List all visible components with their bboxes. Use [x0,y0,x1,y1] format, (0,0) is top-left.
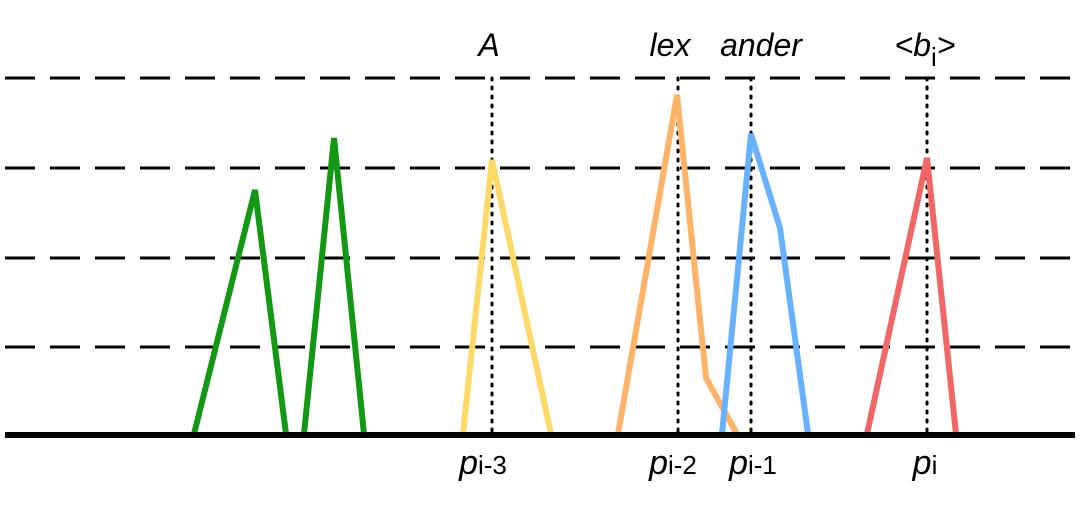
position-label-main: p [458,444,478,482]
token-label-a: A [476,27,499,63]
green-peak-2 [301,137,367,435]
token-label-bi-sub: i [931,42,937,72]
green-peak-1 [191,189,289,435]
token-label-ander: ander [720,27,803,63]
token-label-lex: lex [650,27,692,63]
position-label-p-i-3: pi-3 [458,444,507,482]
orange-peak [615,94,740,436]
position-label-sub: i-1 [748,450,777,480]
position-label-main: p [912,444,932,482]
position-label-sub: i [932,450,938,480]
position-label-p-i-1: pi-1 [728,444,777,482]
token-label-bi: <bi> [895,27,956,72]
position-label-main: p [728,444,748,482]
blue-peak [719,133,811,435]
position-label-sub: i-3 [478,450,507,480]
position-label-main: p [648,444,668,482]
red-peak [864,157,959,435]
token-label-bi-open: <b [895,27,931,63]
position-label-p-i-2: pi-2 [648,444,697,482]
position-label-sub: i-2 [668,450,697,480]
token-label-bi-close: > [937,27,956,63]
position-label-p-i: pi [912,444,938,482]
yellow-peak [460,159,554,435]
